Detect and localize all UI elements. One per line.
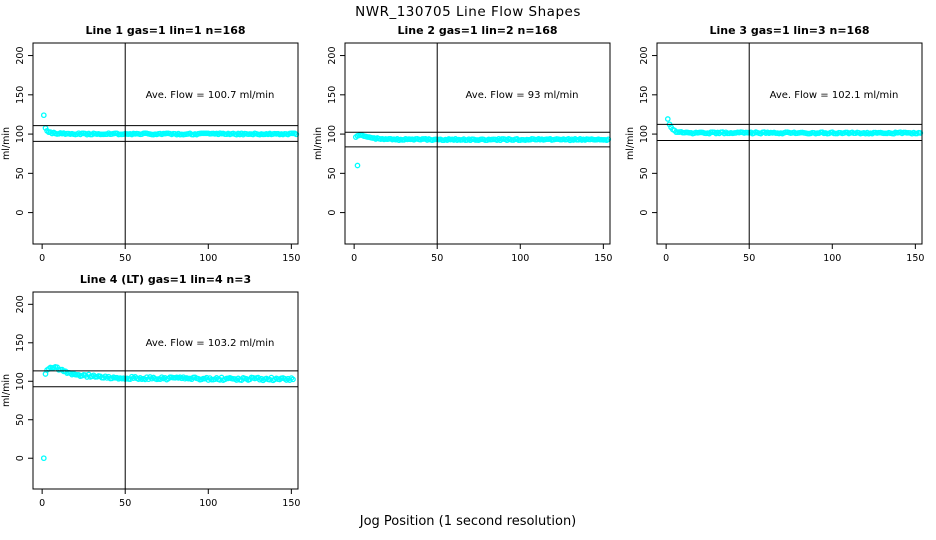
y-axis-ticks: 0 50 100 150 200 [15, 46, 33, 216]
panel-title: Line 1 gas=1 lin=1 n=168 [85, 24, 245, 37]
x-tick-label: 100 [199, 253, 217, 264]
x-tick-label: 100 [511, 253, 529, 264]
y-axis-unit-label: ml/min [313, 127, 324, 160]
panel-title: Line 2 gas=1 lin=2 n=168 [397, 24, 557, 37]
y-tick-label: 150 [15, 334, 26, 352]
y-tick-label: 100 [327, 125, 338, 143]
plot-box [344, 42, 611, 245]
x-tick-label: 50 [743, 253, 755, 264]
x-tick-label: 100 [823, 253, 841, 264]
y-tick-label: 100 [639, 125, 650, 143]
x-tick-label: 150 [282, 253, 300, 264]
y-axis-unit-label: ml/min [1, 374, 12, 407]
plot-box [32, 42, 299, 245]
y-tick-label: 50 [15, 414, 26, 426]
y-axis-ticks: 0 50 100 150 200 [15, 295, 33, 461]
y-tick-label: 50 [15, 167, 26, 179]
panel-3: Line 3 gas=1 lin=3 n=168 0 50 100 150 0 50 100 1… [625, 24, 924, 264]
y-axis-ticks: 0 50 100 150 200 [327, 46, 345, 216]
y-tick-label: 150 [327, 86, 338, 104]
y-tick-label: 0 [15, 455, 26, 461]
data-points [664, 116, 924, 137]
plot-box [32, 291, 299, 490]
ave-flow-annotation: Ave. Flow = 103.2 ml/min [146, 338, 275, 349]
y-axis-ticks: 0 50 100 150 200 [639, 46, 657, 216]
outlier-point [40, 112, 47, 119]
x-tick-label: 0 [351, 253, 357, 264]
x-axis-label: Jog Position (1 second resolution) [359, 514, 577, 529]
figure-title: NWR_130705 Line Flow Shapes [355, 4, 581, 20]
x-tick-label: 0 [39, 498, 45, 509]
data-points [352, 132, 612, 169]
y-tick-label: 150 [15, 86, 26, 104]
x-tick-label: 0 [39, 253, 45, 264]
x-tick-label: 150 [906, 253, 924, 264]
x-tick-label: 50 [119, 253, 131, 264]
x-tick-label: 0 [663, 253, 669, 264]
y-tick-label: 50 [327, 167, 338, 179]
y-tick-label: 200 [15, 295, 26, 313]
y-tick-label: 0 [327, 210, 338, 216]
x-axis-ticks: 0 50 100 150 [39, 244, 300, 264]
x-tick-label: 150 [282, 498, 300, 509]
panel-4: Line 4 (LT) gas=1 lin=4 n=3 0 50 100 150 0 50 1… [1, 273, 300, 509]
y-tick-label: 200 [327, 46, 338, 64]
y-tick-label: 100 [15, 372, 26, 390]
ave-flow-annotation: Ave. Flow = 100.7 ml/min [146, 90, 275, 101]
y-axis-unit-label: ml/min [625, 127, 636, 160]
y-tick-label: 200 [639, 46, 650, 64]
y-axis-unit-label: ml/min [1, 127, 12, 160]
panel-title: Line 3 gas=1 lin=3 n=168 [709, 24, 869, 37]
outlier-point [40, 455, 47, 462]
y-tick-label: 100 [15, 125, 26, 143]
x-axis-ticks: 0 50 100 150 [351, 244, 612, 264]
y-tick-label: 150 [639, 86, 650, 104]
x-tick-label: 100 [199, 498, 217, 509]
y-tick-label: 50 [639, 167, 650, 179]
x-axis-ticks: 0 50 100 150 [39, 489, 300, 509]
data-points [40, 364, 296, 462]
x-tick-label: 150 [594, 253, 612, 264]
ave-flow-annotation: Ave. Flow = 93 ml/min [466, 90, 579, 101]
panel-1: Line 1 gas=1 lin=1 n=168 0 50 100 150 0 50 100 1… [1, 24, 300, 264]
y-tick-label: 0 [15, 210, 26, 216]
panel-2: Line 2 gas=1 lin=2 n=168 0 50 100 150 0 50 100 1… [313, 24, 612, 264]
outlier-point [354, 162, 361, 169]
x-tick-label: 50 [119, 498, 131, 509]
x-axis-ticks: 0 50 100 150 [663, 244, 924, 264]
y-tick-label: 0 [639, 210, 650, 216]
ave-flow-annotation: Ave. Flow = 102.1 ml/min [770, 90, 899, 101]
panel-title: Line 4 (LT) gas=1 lin=4 n=3 [80, 273, 251, 286]
plot-box [656, 42, 923, 245]
data-points [40, 112, 300, 138]
y-tick-label: 200 [15, 46, 26, 64]
x-tick-label: 50 [431, 253, 443, 264]
